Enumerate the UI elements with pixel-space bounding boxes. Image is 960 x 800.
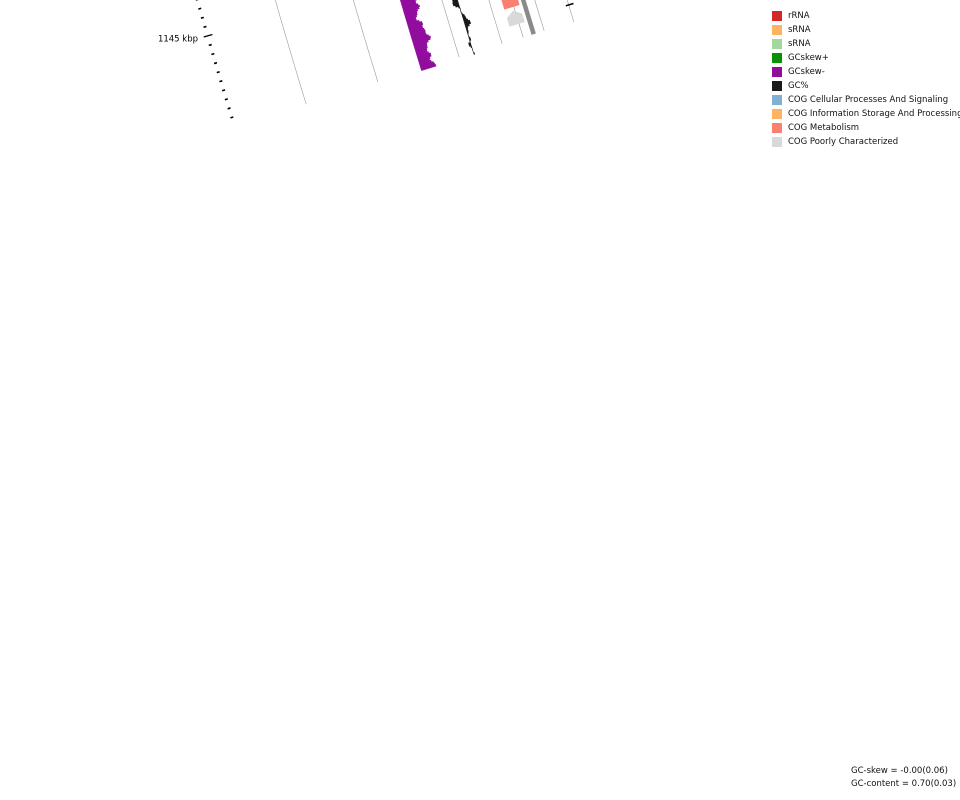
gc-skew-negative-bar bbox=[417, 54, 432, 61]
gc-skew-negative-bar bbox=[402, 4, 421, 12]
gc-skew-negative-bar bbox=[404, 11, 418, 17]
legend-swatch bbox=[772, 67, 782, 77]
guide-ring bbox=[441, 0, 460, 58]
minor-tick bbox=[216, 70, 220, 74]
gc-skew-negative-bar bbox=[412, 35, 431, 44]
gc-content-bar bbox=[460, 9, 462, 12]
minor-tick bbox=[211, 52, 215, 56]
legend-swatch bbox=[772, 81, 782, 91]
legend-swatch bbox=[772, 109, 782, 119]
legend-label: GCskew- bbox=[788, 67, 825, 77]
legend-item: COG Poorly Characterized bbox=[772, 135, 960, 149]
major-tick bbox=[203, 33, 213, 38]
legend-label: sRNA bbox=[788, 25, 811, 35]
gc-skew-negative-bar bbox=[410, 29, 426, 37]
legend-item: COG Information Storage And Processing bbox=[772, 107, 960, 121]
legend-swatch bbox=[772, 53, 782, 63]
gc-content-bar bbox=[468, 38, 472, 42]
minor-tick bbox=[230, 116, 234, 119]
legend-item: COG Cellular Processes And Signaling bbox=[772, 93, 960, 107]
legend-label: sRNA bbox=[788, 39, 811, 49]
gc-skew-stat: GC-skew = -0.00(0.06) bbox=[851, 766, 948, 776]
cog-feature-arrow bbox=[501, 0, 520, 10]
gc-skew-negative-bar bbox=[404, 13, 418, 19]
gc-content-stat: GC-content = 0.70(0.03) bbox=[851, 779, 957, 789]
gc-content-bar bbox=[464, 23, 470, 28]
legend-label: rRNA bbox=[788, 11, 810, 21]
minor-tick bbox=[224, 98, 229, 101]
gc-skew-negative-bar bbox=[415, 47, 428, 54]
tick-label: 1145 kbp bbox=[158, 35, 198, 45]
minor-tick bbox=[219, 80, 223, 83]
gc-skew-negative-bar bbox=[414, 44, 428, 51]
gc-skew-negative-bar bbox=[412, 37, 431, 45]
legend-swatch bbox=[772, 11, 782, 21]
stats-box: GC-skew = -0.00(0.06) GC-content = 0.70(… bbox=[851, 766, 956, 792]
legend-swatch bbox=[772, 25, 782, 35]
gc-skew-negative-bar bbox=[420, 64, 437, 71]
guide-ring bbox=[274, 0, 307, 105]
minor-tick bbox=[213, 61, 218, 65]
legend-item: sRNA bbox=[772, 37, 960, 51]
minor-tick bbox=[227, 107, 231, 110]
legend-swatch bbox=[772, 137, 782, 147]
gc-skew-negative-bar bbox=[403, 9, 419, 16]
gc-content-bar bbox=[455, 4, 460, 8]
guide-ring bbox=[511, 0, 524, 38]
legend-item: GC% bbox=[772, 79, 960, 93]
gc-content-bar bbox=[464, 21, 472, 26]
gc-content-bar bbox=[466, 29, 469, 33]
legend-item: COG Metabolism bbox=[772, 121, 960, 135]
legend-label: GCskew+ bbox=[788, 53, 829, 63]
legend-label: COG Poorly Characterized bbox=[788, 137, 899, 147]
legend-item: rRNA bbox=[772, 9, 960, 23]
gc-content-bar bbox=[458, 5, 461, 9]
gc-skew-negative-bar bbox=[403, 6, 420, 14]
minor-tick bbox=[208, 43, 212, 47]
cog-feature-arrow bbox=[506, 10, 525, 27]
gc-skew-track bbox=[400, 0, 437, 71]
legend-swatch bbox=[772, 39, 782, 49]
legend-item: GCskew- bbox=[772, 65, 960, 79]
legend-swatch bbox=[772, 123, 782, 133]
gc-content-bar bbox=[460, 11, 462, 14]
legend-swatch bbox=[772, 95, 782, 105]
gc-content-bar bbox=[470, 45, 473, 49]
legend-label: COG Metabolism bbox=[788, 123, 860, 133]
gc-content-track bbox=[452, 0, 476, 55]
gc-content-bar bbox=[472, 50, 474, 54]
gc-skew-negative-bar bbox=[408, 22, 424, 30]
minor-tick bbox=[221, 89, 226, 92]
cog-feature-track bbox=[501, 0, 525, 27]
minor-tick bbox=[198, 7, 202, 10]
legend-label: GC% bbox=[788, 81, 809, 91]
guide-rings bbox=[274, 0, 575, 105]
gc-skew-negative-bar bbox=[418, 56, 431, 63]
gc-content-bar bbox=[452, 2, 460, 7]
gc-skew-negative-bar bbox=[405, 15, 418, 21]
gc-content-bar bbox=[473, 52, 476, 55]
minor-tick bbox=[200, 16, 205, 19]
legend-label: COG Cellular Processes And Signaling bbox=[788, 95, 949, 105]
gc-content-bar bbox=[466, 31, 469, 35]
gc-skew-negative-bar bbox=[414, 45, 428, 52]
gc-content-bar bbox=[471, 47, 473, 50]
kbp-scale: 1105 kbp1110 kbp1115 kbp1120 kbp1125 kbp… bbox=[158, 0, 574, 119]
gc-skew-negative-bar bbox=[413, 42, 428, 49]
legend-item: GCskew+ bbox=[772, 51, 960, 65]
legend-item: sRNA bbox=[772, 23, 960, 37]
inner-tick bbox=[565, 2, 574, 7]
guide-ring bbox=[353, 0, 379, 83]
legend-label: COG Information Storage And Processing bbox=[788, 109, 960, 119]
gc-skew-negative-bar bbox=[413, 39, 429, 47]
legend: rRNA sRNA sRNA GCskew+ GCskew- GC% COG Cellula… bbox=[772, 9, 960, 149]
minor-tick bbox=[203, 25, 207, 29]
